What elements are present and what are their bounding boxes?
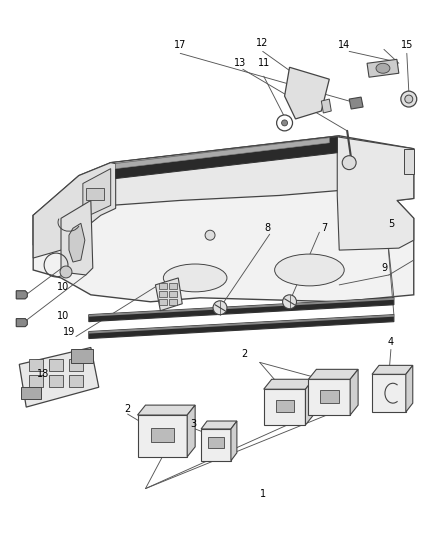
Polygon shape (33, 136, 339, 245)
Text: 15: 15 (401, 41, 413, 51)
Text: 2: 2 (242, 350, 248, 359)
Polygon shape (337, 137, 414, 250)
Polygon shape (264, 389, 305, 425)
Polygon shape (372, 374, 406, 412)
Polygon shape (406, 365, 413, 412)
Ellipse shape (342, 156, 356, 169)
Text: 11: 11 (258, 58, 270, 68)
Polygon shape (33, 136, 414, 302)
Text: 13: 13 (234, 58, 246, 68)
Polygon shape (116, 138, 329, 168)
Bar (404, 149, 414, 174)
Polygon shape (138, 405, 195, 415)
Polygon shape (89, 298, 394, 321)
Bar (29, 359, 43, 372)
Polygon shape (321, 99, 331, 113)
Ellipse shape (405, 95, 413, 103)
Text: 18: 18 (37, 369, 49, 379)
Bar (170, 299, 177, 305)
Text: 8: 8 (265, 223, 271, 233)
Polygon shape (69, 223, 85, 262)
Polygon shape (33, 163, 116, 258)
Bar (152, 427, 174, 442)
Polygon shape (16, 319, 27, 327)
Bar (208, 437, 224, 448)
Bar (49, 359, 63, 372)
Bar (159, 283, 167, 289)
Ellipse shape (376, 63, 390, 73)
Polygon shape (19, 348, 99, 407)
Ellipse shape (282, 120, 288, 126)
Bar (86, 189, 104, 200)
Ellipse shape (275, 254, 344, 286)
Polygon shape (89, 314, 394, 338)
Polygon shape (16, 291, 27, 299)
Polygon shape (305, 379, 314, 425)
Text: 3: 3 (190, 419, 196, 429)
Text: 12: 12 (255, 38, 268, 49)
Polygon shape (89, 298, 394, 317)
Polygon shape (89, 314, 394, 334)
Text: 7: 7 (321, 223, 328, 233)
Text: 10: 10 (57, 311, 69, 321)
Bar (320, 390, 339, 402)
Bar (71, 350, 93, 364)
Bar (69, 359, 83, 372)
Bar (170, 291, 177, 297)
Polygon shape (367, 59, 399, 77)
Ellipse shape (283, 295, 297, 309)
Polygon shape (201, 429, 231, 461)
Ellipse shape (205, 230, 215, 240)
Polygon shape (285, 67, 329, 119)
Bar (21, 387, 41, 399)
Polygon shape (264, 379, 314, 389)
Polygon shape (83, 168, 111, 219)
Polygon shape (61, 200, 93, 275)
Ellipse shape (163, 264, 227, 292)
Bar (29, 375, 43, 387)
Bar (276, 400, 294, 413)
Bar (49, 375, 63, 387)
Text: 4: 4 (388, 336, 394, 346)
Polygon shape (308, 369, 358, 379)
Polygon shape (201, 421, 237, 429)
Polygon shape (116, 137, 337, 179)
Polygon shape (349, 97, 363, 109)
Text: 17: 17 (174, 41, 187, 51)
Text: 9: 9 (381, 263, 387, 273)
Text: 1: 1 (260, 489, 266, 498)
Text: 2: 2 (124, 404, 131, 414)
Bar (159, 291, 167, 297)
Ellipse shape (401, 91, 417, 107)
Ellipse shape (277, 115, 293, 131)
Polygon shape (372, 365, 413, 374)
Bar (159, 299, 167, 305)
Polygon shape (155, 278, 182, 311)
Polygon shape (308, 379, 350, 415)
Ellipse shape (60, 266, 72, 278)
Text: 19: 19 (63, 327, 75, 336)
Polygon shape (138, 415, 187, 457)
Polygon shape (187, 405, 195, 457)
Polygon shape (231, 421, 237, 461)
Polygon shape (16, 319, 27, 327)
Text: 5: 5 (388, 219, 394, 229)
Bar (69, 375, 83, 387)
Text: 14: 14 (338, 41, 350, 51)
Bar (170, 283, 177, 289)
Ellipse shape (213, 301, 227, 314)
Polygon shape (16, 291, 27, 299)
Text: 10: 10 (57, 282, 69, 292)
Polygon shape (350, 369, 358, 415)
